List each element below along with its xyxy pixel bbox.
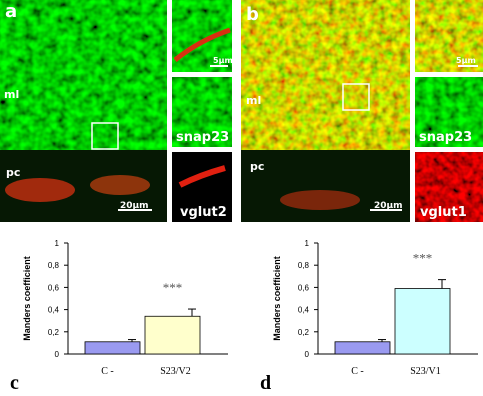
- marker-label: snap23: [419, 130, 472, 145]
- y-tick-label: 0,6: [48, 283, 60, 292]
- y-tick-label: 0,4: [298, 306, 310, 315]
- x-tick-label: C -: [351, 366, 364, 377]
- panel-label: c: [10, 372, 19, 394]
- marker-label: vglut1: [420, 205, 467, 220]
- annotation: ***: [163, 280, 183, 295]
- y-axis-label: Manders coefficient: [272, 256, 282, 341]
- y-tick-label: 0,6: [298, 283, 310, 292]
- y-tick-label: 0,2: [48, 328, 60, 337]
- region-label: ml: [246, 94, 261, 107]
- region-label: ml: [4, 88, 19, 101]
- y-tick-label: 1: [55, 239, 60, 248]
- panel-letter: b: [246, 4, 259, 25]
- x-tick-label: S23/V2: [160, 366, 191, 377]
- bar: [334, 341, 391, 355]
- scale-bar-label: 5µm: [456, 56, 476, 65]
- marker-label: vglut2: [180, 205, 227, 220]
- region-label: pc: [6, 166, 20, 179]
- image-b: b ml pc 20µm 5µm snap23 vglut1: [241, 0, 483, 222]
- bar: [144, 315, 201, 355]
- scale-bar-label: 20µm: [120, 201, 149, 211]
- x-tick-label: S23/V1: [410, 366, 441, 377]
- panel-letter: a: [5, 1, 17, 22]
- y-tick-label: 0,2: [298, 328, 310, 337]
- y-tick-label: 0: [55, 350, 60, 359]
- y-axis-label: Manders coefficient: [22, 256, 32, 341]
- panel-label: d: [260, 372, 271, 394]
- y-tick-label: 0,4: [48, 306, 60, 315]
- bar: [394, 288, 451, 355]
- marker-label: snap23: [176, 130, 229, 145]
- y-tick-label: 0,8: [48, 261, 60, 270]
- region-label: pc: [250, 160, 264, 173]
- y-tick-label: 0: [305, 350, 310, 359]
- image-a: a ml pc 20µm 5µm snap23 vglut2: [0, 0, 233, 222]
- scale-bar-label: 5µm: [213, 56, 233, 65]
- y-tick-label: 0,8: [298, 261, 310, 270]
- scale-bar-label: 20µm: [374, 201, 403, 211]
- bar: [84, 341, 141, 355]
- y-tick-label: 1: [305, 239, 310, 248]
- annotation: ***: [413, 251, 433, 266]
- x-tick-label: C -: [101, 366, 114, 377]
